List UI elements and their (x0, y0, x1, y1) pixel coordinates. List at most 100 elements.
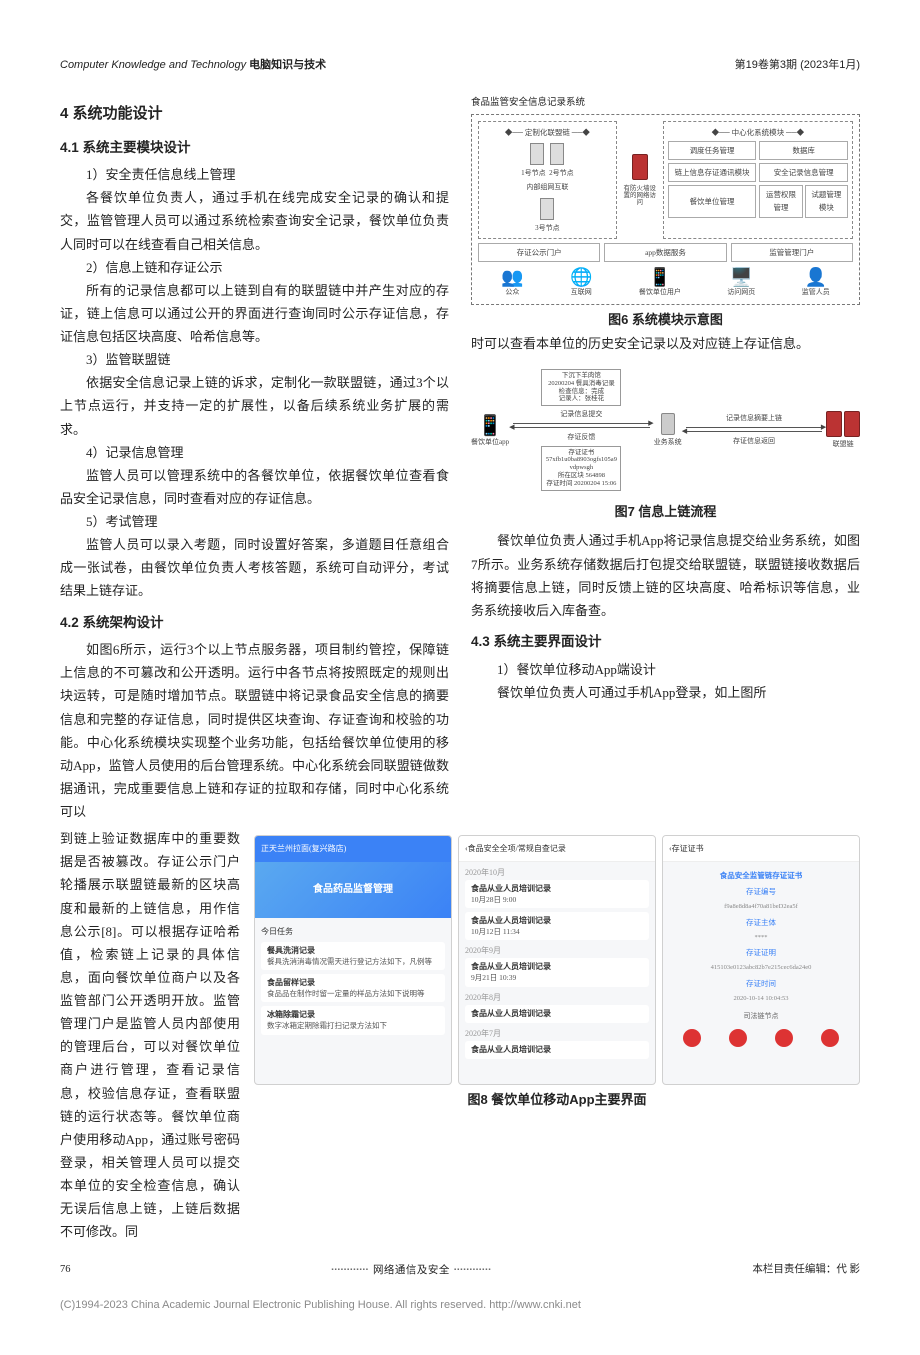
fig6-node3: 3号节点 (483, 222, 612, 234)
app-banner: 食品药品监督管理 (255, 862, 451, 918)
item-4-title: 4）记录信息管理 (60, 441, 449, 464)
fig6-right-panel: ◆── 中心化系统模块 ──◆ 调度任务管理 数据库 链上信息存证通讯模块 安全… (663, 121, 853, 239)
right-column: 食品监管安全信息记录系统 ◆── 定制化联盟链 ──◆ 1号节点 2号节点 内部… (471, 95, 860, 823)
page: Computer Knowledge and Technology 电脑知识与技… (0, 0, 920, 1355)
item-title: 食品从业人员培训记录 (471, 962, 643, 972)
badge-icon (775, 1029, 793, 1047)
fig7-line: 所在区块 564898 (545, 472, 617, 480)
item-1-body: 各餐饮单位负责人，通过手机在线完成安全记录的确认和提交，监管管理人员可以通过系统… (60, 186, 449, 255)
footer-mid-text: 网络通信及安全 (373, 1264, 450, 1276)
footer-category: 网络通信及安全 (327, 1261, 495, 1279)
list-item: 食品从业人员培训记录 (465, 1041, 649, 1059)
item-3-title: 3）监管联盟链 (60, 348, 449, 371)
item-3-body: 依据安全信息记录上链的诉求，定制化一款联盟链，通过3个以上节点运行，并支持一定的… (60, 371, 449, 440)
item-1-title: 1）安全责任信息线上管理 (60, 163, 449, 186)
fig6-box: 数据库 (759, 141, 848, 160)
item-date: 9月21日 10:39 (471, 973, 643, 983)
month-label: 2020年7月 (465, 1027, 649, 1041)
fig6-left-label: 定制化联盟链 (525, 128, 570, 137)
fig6-box: 运营权限管理 (759, 185, 802, 217)
item-date: 10月12日 11:34 (471, 927, 643, 937)
cert-value: **** (669, 932, 853, 943)
app-topbar: 存证证书 (672, 842, 704, 856)
admin-icon: 👤监管人员 (802, 268, 830, 298)
fig7-line: 57xfb1u0ba8903ogfs105a9 vdpwsgh (545, 456, 617, 472)
page-number: 76 (60, 1261, 71, 1279)
cert-title: 食品安全监管链存证证书 (669, 869, 853, 882)
app-user-icon: 📱餐饮单位用户 (639, 268, 681, 298)
journal-en: Computer Knowledge and Technology (60, 59, 246, 71)
list-item: 餐具洗消记录 餐具洗消消毒情况需天进行登记方法如下，凡例等 (261, 942, 445, 970)
copyright-line: (C)1994-2023 China Academic Journal Elec… (60, 1296, 860, 1315)
list-item: 食品从业人员培训记录 (465, 1005, 649, 1023)
list-item: 冰箱除霜记录 数字冰箱定期除霜打扫记录方法如下 (261, 1006, 445, 1034)
wrap-text: 到链上验证数据库中的重要数据是否被篡改。存证公示门户轮播展示联盟链最新的区块高度… (60, 827, 240, 1243)
fig7-chain: 联盟链 (826, 411, 860, 448)
cert-label: 存证编号 (669, 885, 853, 898)
fig7-chain-label: 联盟链 (826, 440, 860, 448)
item-2-body: 所有的记录信息都可以上链到自有的联盟链中并产生对应的存证，链上信息可以通过公开的… (60, 279, 449, 348)
item-title: 食品从业人员培训记录 (471, 1009, 643, 1019)
fig7-line: 记录人：张桂花 (545, 395, 617, 403)
list-item: 食品从业人员培训记录9月21日 10:39 (465, 958, 649, 986)
firewall-icon (632, 154, 648, 180)
badge-icon (729, 1029, 747, 1047)
item-5-title: 5）考试管理 (60, 510, 449, 533)
pc-icon: 🖥️访问网页 (727, 268, 755, 298)
fig6-diagram: ◆── 定制化联盟链 ──◆ 1号节点 2号节点 内部组网互联 3号节点 (471, 114, 860, 305)
server-icon (826, 411, 842, 437)
cert-label: 存证时间 (669, 977, 853, 990)
today-label: 今日任务 (261, 925, 445, 939)
fig6-right-label: 中心化系统模块 (732, 128, 785, 137)
icon-label: 餐饮单位用户 (639, 286, 681, 298)
item-2-title: 2）信息上链和存证公示 (60, 256, 449, 279)
node-icon (550, 143, 564, 165)
fig7-arrow-label: 记录信息提交 (513, 408, 650, 420)
fig6-system-title: 食品监管安全信息记录系统 (471, 95, 860, 112)
journal-title: Computer Knowledge and Technology 电脑知识与技… (60, 56, 326, 75)
fig6-box: app数据服务 (604, 243, 726, 262)
wrap-block: 到链上验证数据库中的重要数据是否被篡改。存证公示门户轮播展示联盟链最新的区块高度… (60, 827, 860, 1243)
cert-label: 存证主体 (669, 916, 853, 929)
subsection-43-title: 4.3 系统主要界面设计 (471, 630, 860, 654)
fig7-biz-label: 业务系统 (654, 438, 682, 446)
badge-icon (821, 1029, 839, 1047)
cert-label: 存证证明 (669, 946, 853, 959)
figure-6: 食品监管安全信息记录系统 ◆── 定制化联盟链 ──◆ 1号节点 2号节点 内部… (471, 95, 860, 332)
item-4-body: 监管人员可以管理系统中的各餐饮单位，依据餐饮单位查看食品安全记录信息，同时查看对… (60, 464, 449, 510)
page-footer: 76 网络通信及安全 本栏目责任编辑：代 影 (60, 1261, 860, 1279)
fig7-databox1: 下沉下羊肉馆 20200204 餐具消毒记录 检查信息：完成 记录人：张桂花 (541, 369, 621, 406)
page-header: Computer Knowledge and Technology 电脑知识与技… (60, 56, 860, 75)
item-title: 食品留样记录 (267, 978, 439, 988)
list-item: 食品从业人员培训记录10月12日 11:34 (465, 912, 649, 940)
node-icon (530, 143, 544, 165)
list-item: 食品留样记录 食品品在制作时留一定量的样品方法如下说明等 (261, 974, 445, 1002)
fig6-box: 安全记录信息管理 (759, 163, 848, 182)
fig7-line: 20200204 餐具消毒记录 (545, 380, 617, 388)
fig7-arrow-label: 存证信息返回 (686, 435, 823, 447)
item-title: 食品从业人员培训记录 (471, 1045, 643, 1055)
fig7-line: 存证证书 (545, 449, 617, 457)
app-topbar: 正天兰州拉面(复兴路店) (255, 836, 451, 862)
fig7-line: 存证时间 20200204 15:06 (545, 480, 617, 488)
right-cont-para: 时可以查看本单位的历史安全记录以及对应链上存证信息。 (471, 332, 860, 355)
fig6-innernet: 内部组网互联 (483, 181, 612, 193)
item-sub: 食品品在制作时留一定量的样品方法如下说明等 (267, 989, 439, 999)
list-item: 食品从业人员培训记录10月28日 9:00 (465, 880, 649, 908)
subsection-42-title: 4.2 系统架构设计 (60, 611, 449, 635)
icon-label: 公众 (501, 286, 523, 298)
journal-cn: 电脑知识与技术 (249, 59, 326, 71)
para-after-fig7: 餐饮单位负责人通过手机App将记录信息提交给业务系统，如图7所示。业务系统存储数… (471, 529, 860, 622)
icon-label: 监管人员 (802, 286, 830, 298)
icon-label: 访问网页 (727, 286, 755, 298)
month-label: 2020年10月 (465, 866, 649, 880)
footer-editor: 本栏目责任编辑：代 影 (752, 1261, 860, 1279)
fig6-box: 存证公示门户 (478, 243, 600, 262)
fig6-box: 试题管理模块 (805, 185, 848, 217)
fig7-line: 下沉下羊肉馆 (545, 372, 617, 380)
item-title: 冰箱除霜记录 (267, 1010, 439, 1020)
sub42-wrap-text: 到链上验证数据库中的重要数据是否被篡改。存证公示门户轮播展示联盟链最新的区块高度… (60, 827, 240, 1243)
subsection-41-title: 4.1 系统主要模块设计 (60, 136, 449, 160)
sub43-item1-body: 餐饮单位负责人可通过手机App登录，如上图所 (471, 681, 860, 704)
app-topbar: 食品安全全项/常规自查记录 (468, 842, 566, 856)
